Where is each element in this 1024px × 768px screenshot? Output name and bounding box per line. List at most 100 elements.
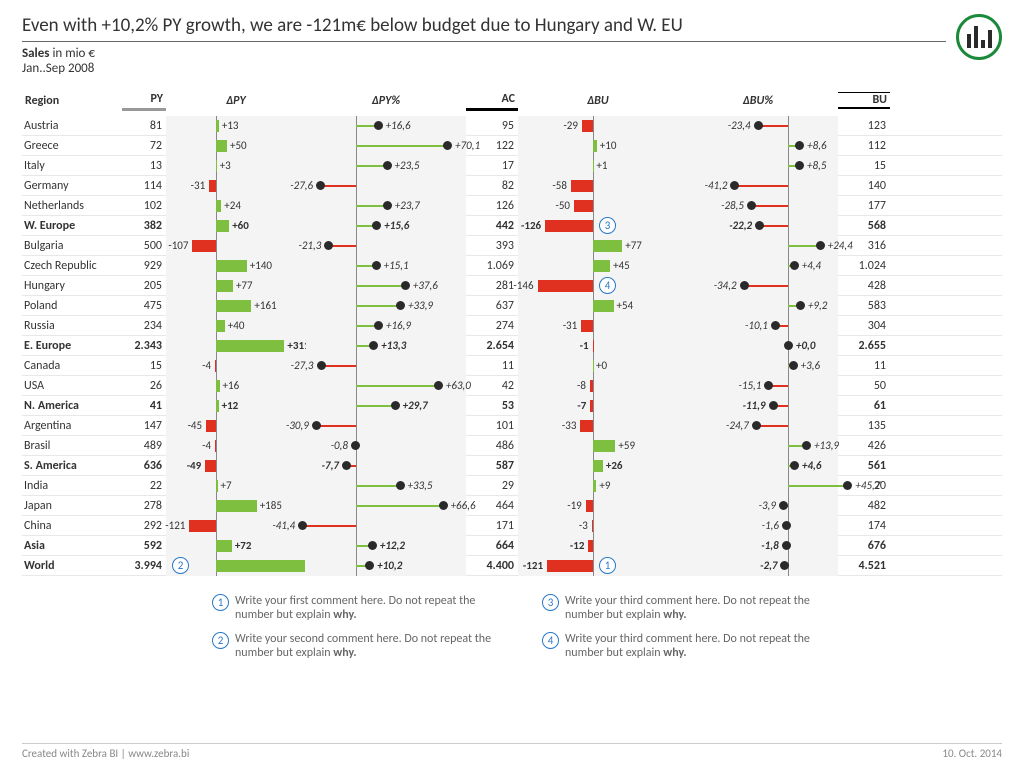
cell-region: Argentina [22,419,122,433]
footer: Created with Zebra BI | www.zebra.bi 10.… [22,743,1002,760]
pct-cell: +23,7 [306,196,466,216]
table-row: Greece 72 +50 +70,1 122 +10 +8,6 112 [22,136,1002,156]
cell-py: 929 [122,259,166,273]
cell-ac: 29 [466,479,518,493]
cell-bu: 123 [838,119,890,133]
bar-cell: -12 [518,536,678,556]
cell-region: Brasil [22,439,122,453]
bar-cell: -50 [518,196,678,216]
col-py: PY [122,90,166,111]
cell-bu: 561 [838,459,890,473]
bar-cell: +45 [518,256,678,276]
bar-cell: +26 [518,456,678,476]
cell-bu: 177 [838,199,890,213]
cell-ac: 637 [466,299,518,313]
cell-py: 102 [122,199,166,213]
cell-py: 72 [122,139,166,153]
table-header: Region PY ΔPY ΔPY% AC ΔBU ΔBU% BU [22,90,1002,112]
bar-cell: +24 [166,196,306,216]
pct-cell: +15,6 [306,216,466,236]
cell-ac: 82 [466,179,518,193]
bar-cell: +406 2 [166,556,306,576]
footer-right: 10. Oct. 2014 [942,747,1002,760]
pct-cell: -27,6 [306,176,466,196]
cell-region: China [22,519,122,533]
cell-region: India [22,479,122,493]
pct-cell: +23,5 [306,156,466,176]
cell-region: S. America [22,459,122,473]
col-bu: BU [838,92,890,109]
table-row: Italy 13 +3 +23,5 17 +1 +8,5 15 [22,156,1002,176]
cell-region: Italy [22,159,122,173]
bar-cell: -33 [518,416,678,436]
cell-py: 475 [122,299,166,313]
cell-ac: 11 [466,359,518,373]
pct-cell: -22,2 [678,216,838,236]
cell-region: Austria [22,119,122,133]
pct-cell: +10,2 [306,556,466,576]
pct-cell: +15,1 [306,256,466,276]
table-row: E. Europe 2.343 +311 +13,3 2.654 -1 +0,0… [22,336,1002,356]
cell-py: 2.343 [122,339,166,353]
bar-cell: -7 [518,396,678,416]
cell-py: 278 [122,499,166,513]
cell-ac: 442 [466,219,518,233]
bar-cell: -4 [166,436,306,456]
comment-badge: 1 [212,594,229,611]
table-row: China 292 -121 -41,4 171 -3 -1,6 174 [22,516,1002,536]
pct-cell: -30,9 [306,416,466,436]
cell-region: Asia [22,539,122,553]
cell-py: 15 [122,359,166,373]
bar-cell: -58 [518,176,678,196]
comments-block: 1 Write your first comment here. Do not … [22,594,1002,660]
bar-cell: +60 [166,216,306,236]
pct-cell: -15,1 [678,376,838,396]
pct-cell: +66,6 [306,496,466,516]
cell-ac: 2.654 [466,339,518,353]
table-row: Austria 81 +13 +16,6 95 -29 -23,4 123 [22,116,1002,136]
bar-cell: -1 [518,336,678,356]
cell-ac: 53 [466,399,518,413]
bar-cell: +3 [166,156,306,176]
cell-ac: 4.400 [466,559,518,573]
pct-cell: +8,6 [678,136,838,156]
cell-region: Canada [22,359,122,373]
comment-1: 1 Write your first comment here. Do not … [212,594,502,622]
cell-bu: 482 [838,499,890,513]
pct-cell: +24,4 [678,236,838,256]
pct-cell: -1,6 [678,516,838,536]
pct-cell: +13,9 [678,436,838,456]
table-row: Russia 234 +40 +16,9 274 -31 -10,1 304 [22,316,1002,336]
cell-region: Japan [22,499,122,513]
bar-cell: -29 [518,116,678,136]
cell-region: World [22,559,122,573]
pct-cell: -0,8 [306,436,466,456]
cell-region: Russia [22,319,122,333]
table-row: W. Europe 382 +60 +15,6 442 -126 3 -22,2… [22,216,1002,236]
cell-bu: 1.024 [838,259,890,273]
pct-cell: +4,6 [678,456,838,476]
cell-bu: 11 [838,359,890,373]
table-row: Argentina 147 -45 -30,9 101 -33 -24,7 13… [22,416,1002,436]
cell-py: 13 [122,159,166,173]
pct-cell: +16,9 [306,316,466,336]
cell-region: Poland [22,299,122,313]
col-dpy: ΔPY [166,92,306,110]
pct-cell: -1,8 [678,536,838,556]
pct-cell: +63,0 [306,376,466,396]
pct-cell: -10,1 [678,316,838,336]
bar-cell: +40 [166,316,306,336]
col-dbu: ΔBU [518,92,678,110]
bar-cell: +13 [166,116,306,136]
cell-ac: 281 [466,279,518,293]
cell-py: 114 [122,179,166,193]
cell-bu: 568 [838,219,890,233]
bar-cell: -49 [166,456,306,476]
callout-4: 4 [599,277,616,294]
cell-ac: 126 [466,199,518,213]
pct-cell: -34,2 [678,276,838,296]
bar-cell: -126 3 [518,216,678,236]
cell-py: 382 [122,219,166,233]
bar-cell: +0 [518,356,678,376]
pct-cell: -23,4 [678,116,838,136]
